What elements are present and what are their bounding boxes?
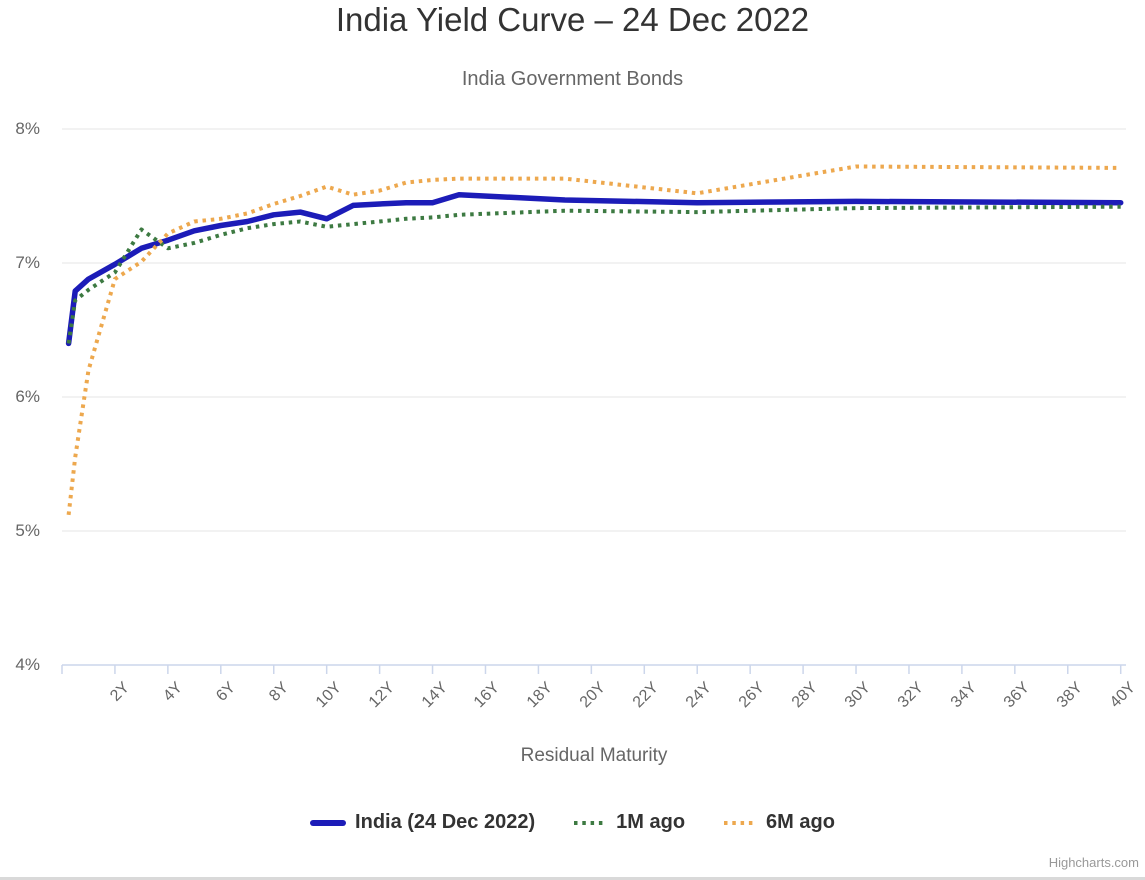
legend-marker-1m-ago-icon [574, 820, 605, 825]
y-axis-label-8%: 8% [15, 119, 40, 138]
chart-title: India Yield Curve – 24 Dec 2022 [335, 1, 810, 38]
y-axis-label-7%: 7% [15, 253, 40, 272]
series-line-india-24-dec-2022[interactable] [65, 191, 1124, 347]
legend-label-india-24-dec-2022: India (24 Dec 2022) [355, 811, 536, 833]
legend-item-6m-ago[interactable]: 6M ago [721, 811, 835, 834]
chart-subtitle: India Government Bonds [461, 68, 684, 90]
legend-item-1m-ago[interactable]: 1M ago [571, 811, 685, 834]
window-edge-strip [0, 877, 1145, 880]
legend-marker-6m-ago-icon [724, 820, 755, 825]
legend-marker-india-24-dec-2022-icon [310, 819, 347, 826]
legend-item-india-24-dec-2022[interactable]: India (24 Dec 2022) [310, 811, 535, 834]
highcharts-credits-link[interactable]: Highcharts.com [1048, 855, 1139, 870]
series-line-1m-ago[interactable] [66, 204, 1121, 344]
legend-label-1m-ago: 1M ago [616, 811, 686, 833]
y-axis-label-6%: 6% [15, 387, 40, 406]
x-axis-title: Residual Maturity [520, 745, 668, 766]
legend: India (24 Dec 2022) 1M ago 6M ago [0, 811, 1145, 834]
y-axis-label-5%: 5% [15, 521, 40, 540]
legend-label-6m-ago: 6M ago [766, 811, 835, 833]
y-axis-label-4%: 4% [15, 655, 40, 674]
series-line-6m-ago[interactable] [66, 164, 1121, 516]
